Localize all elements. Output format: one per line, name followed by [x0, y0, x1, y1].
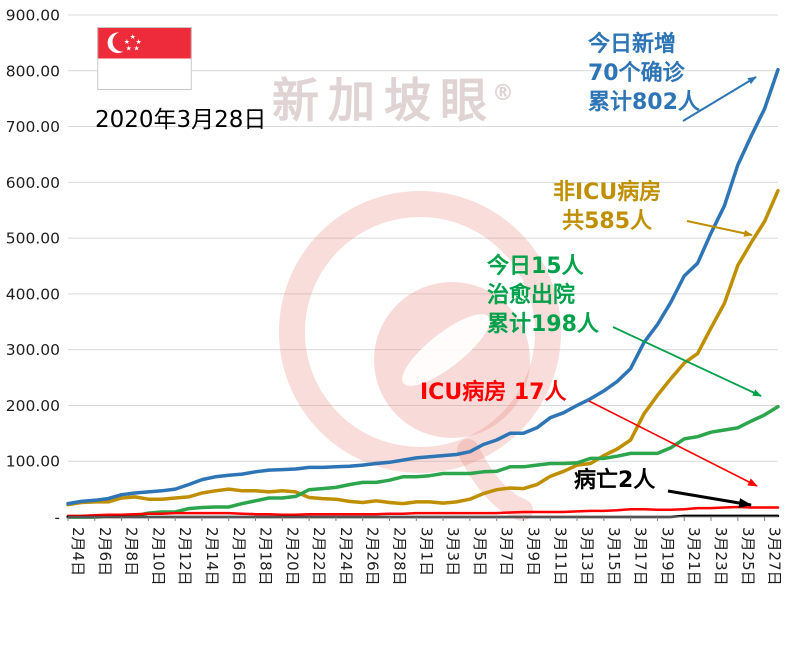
- y-tick-label: 200.00: [6, 397, 60, 415]
- annotation-deaths: 病亡2人: [574, 466, 655, 495]
- annotation-line: 今日15人: [487, 254, 584, 279]
- series-line-non_icu: [66, 188, 780, 507]
- annotation-line: 今日新增: [588, 32, 677, 57]
- x-tick-label: 2月12日: [176, 527, 194, 586]
- annotation-arrow-non_icu: [686, 220, 753, 237]
- annotation-arrow-icu: [588, 400, 758, 487]
- x-tick-label: 3月9日: [524, 527, 542, 576]
- annotation-arrow-recovered: [612, 326, 762, 397]
- xinjiapoyan-eye-logo-icon: [279, 191, 561, 521]
- annotation-line: 累计802人: [588, 90, 700, 116]
- y-tick-label: 400.00: [6, 285, 60, 303]
- x-tick-label: 2月14日: [203, 527, 221, 586]
- annotation-non-icu: 非ICU病房 共585人: [553, 178, 661, 236]
- annotation-line: 非ICU病房: [553, 180, 662, 205]
- x-tick-label: 3月25日: [739, 527, 757, 586]
- x-tick-label: 3月23日: [712, 527, 730, 586]
- y-tick-label: 300.00: [6, 341, 60, 359]
- y-tick-label: -: [54, 509, 60, 527]
- y-tick-label: 500.00: [6, 230, 60, 248]
- svg-text:★: ★: [136, 38, 142, 46]
- series-line-confirmed: [66, 67, 780, 506]
- x-tick-label: 2月10日: [149, 527, 167, 586]
- annotation-line: 治愈出院: [487, 283, 576, 309]
- annotation-line: ICU病房 17人: [420, 380, 567, 405]
- annotation-line: 70个确诊: [588, 61, 685, 87]
- svg-text:★: ★: [134, 45, 140, 53]
- x-tick-label: 2月24日: [337, 527, 355, 586]
- y-tick-label: 800.00: [6, 62, 60, 80]
- x-tick-label: 2月6日: [96, 527, 114, 576]
- x-tick-label: 2月22日: [310, 527, 328, 586]
- x-tick-label: 2月18日: [257, 527, 275, 586]
- x-tick-label: 3月15日: [605, 527, 623, 586]
- annotation-arrow-deaths: [667, 489, 752, 508]
- x-tick-label: 3月5日: [471, 527, 489, 576]
- x-tick-label: 3月1日: [417, 527, 435, 576]
- annotation-arrow-confirmed: [682, 76, 757, 122]
- annotation-icu: ICU病房 17人: [420, 378, 566, 407]
- x-tick-label: 3月21日: [685, 527, 703, 586]
- annotation-line: 病亡2人: [574, 468, 656, 493]
- x-tick-label: 3月27日: [766, 527, 784, 586]
- singapore-flag-icon: ★ ★ ★ ★ ★: [97, 27, 192, 90]
- svg-text:★: ★: [126, 45, 132, 53]
- x-tick-label: 3月3日: [444, 527, 462, 576]
- x-tick-label: 2月20日: [283, 527, 301, 586]
- x-tick-label: 3月13日: [578, 527, 596, 586]
- y-tick-label: 100.00: [6, 453, 60, 471]
- annotation-line: 共585人: [562, 209, 653, 235]
- series-line-recovered: [66, 404, 780, 519]
- axes: 2月4日 2月6日 2月8日 2月10日 2月12日 2月14日 2月16日 2月18日 2月2…: [6, 7, 784, 586]
- y-tick-label: 900.00: [6, 7, 60, 25]
- annotation-arrows: [588, 76, 762, 508]
- x-tick-label: 2月8日: [123, 527, 141, 576]
- x-tick-label: 3月19日: [658, 527, 676, 586]
- x-tick-label: 2月16日: [230, 527, 248, 586]
- y-tick-label: 700.00: [6, 118, 60, 136]
- x-tick-label: 3月17日: [632, 527, 650, 586]
- x-tick-label: 3月7日: [498, 527, 516, 576]
- x-tick-label: 3月11日: [551, 527, 569, 586]
- series-line-icu: [66, 505, 780, 518]
- date-label: 2020年3月28日: [95, 107, 267, 133]
- x-tick-label: 2月4日: [69, 527, 87, 576]
- x-tick-label: 2月28日: [391, 527, 409, 586]
- svg-text:★: ★: [130, 33, 136, 41]
- y-tick-label: 600.00: [6, 174, 60, 192]
- x-tick-label: 2月26日: [364, 527, 382, 586]
- svg-text:★: ★: [124, 38, 130, 46]
- annotation-recovered: 今日15人 治愈出院 累计198人: [487, 252, 599, 339]
- annotation-line: 累计198人: [487, 312, 599, 338]
- annotation-confirmed: 今日新增 70个确诊 累计802人: [588, 30, 700, 117]
